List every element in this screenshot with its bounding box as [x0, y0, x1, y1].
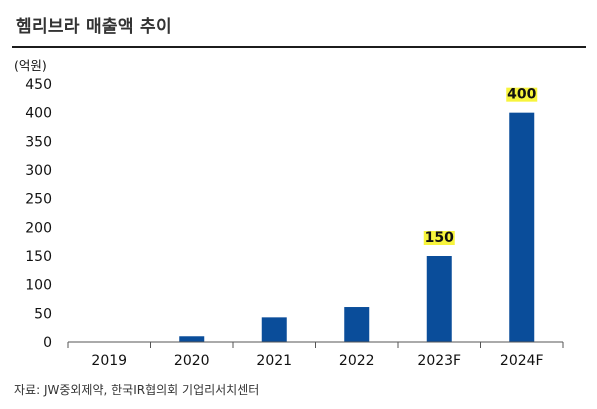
label-highlight	[506, 87, 538, 102]
y-tick-label: 300	[25, 163, 52, 179]
y-tick-label: 250	[25, 192, 52, 208]
x-axis: 2019 2020 2021 2022 2023F 2024F	[67, 341, 564, 369]
x-tick-label: 2023F	[417, 353, 461, 369]
source-note: 자료: JW중외제약, 한국IR협의회 기업리서치센터	[14, 383, 260, 397]
y-tick-label: 200	[25, 220, 52, 236]
x-tick-label: 2019	[91, 353, 127, 369]
label-highlight	[423, 231, 455, 245]
data-label: 400	[507, 87, 536, 103]
y-axis: 0 50 100 150 200 250 300 350 400 450	[25, 77, 52, 351]
y-tick-label: 400	[25, 106, 52, 122]
y-axis-unit-label: (억원)	[14, 58, 47, 73]
x-tick-label: 2024F	[500, 353, 544, 369]
data-label: 150	[425, 230, 454, 246]
y-tick-label: 0	[43, 335, 52, 351]
y-tick-label: 100	[25, 278, 52, 294]
x-tick-label: 2020	[174, 353, 210, 369]
bar	[426, 256, 452, 342]
y-tick-label: 150	[25, 249, 52, 265]
y-tick-label: 450	[25, 77, 52, 93]
y-tick-label: 350	[25, 134, 52, 150]
x-tick-label: 2022	[339, 353, 375, 369]
data-labels: 150 400	[423, 87, 538, 246]
chart-title: 헴리브라 매출액 추이	[16, 17, 172, 37]
bar	[344, 307, 370, 342]
title-divider	[12, 46, 586, 48]
x-tick-label: 2021	[256, 353, 292, 369]
bar	[179, 336, 205, 342]
bar	[509, 112, 535, 343]
bar	[261, 317, 287, 342]
bar-series	[179, 112, 535, 343]
y-tick-label: 50	[34, 306, 52, 322]
